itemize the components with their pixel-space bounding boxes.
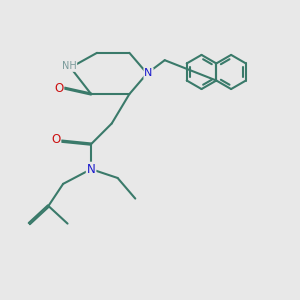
Text: N: N xyxy=(87,163,95,176)
Text: O: O xyxy=(51,133,60,146)
Text: NH: NH xyxy=(62,61,76,71)
Text: O: O xyxy=(54,82,63,95)
Text: N: N xyxy=(144,68,153,78)
